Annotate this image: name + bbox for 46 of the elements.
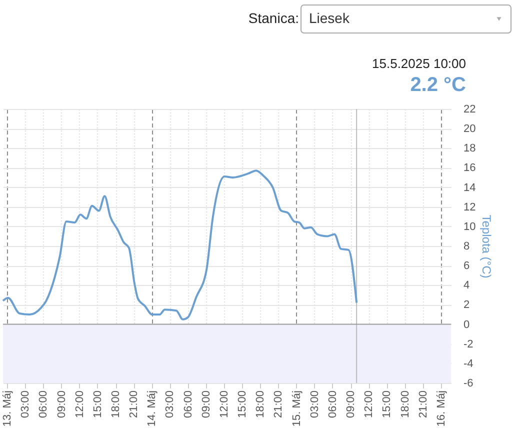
x-tick-label: 15:00	[92, 390, 104, 418]
y-tick-label: 20	[464, 123, 476, 136]
y-tick-label: 2	[464, 299, 470, 312]
x-tick-label: 15. Máj	[290, 390, 303, 427]
x-tick-label: 21:00	[272, 390, 285, 418]
x-tick-label: 12:00	[218, 390, 230, 418]
y-tick-label: 16	[464, 162, 476, 174]
y-tick-label: 10	[464, 220, 476, 233]
text: Stanica:	[248, 10, 299, 26]
x-tick-label: 09:00	[56, 390, 68, 418]
y-axis-title: Teplota (°C)	[480, 214, 494, 278]
y-tick-label: -4	[464, 358, 474, 370]
x-tick-label: 12:00	[363, 390, 376, 418]
y-tick-label: 8	[464, 240, 470, 252]
y-tick-label: 0	[464, 318, 470, 331]
text: 15.5.2025 10:00	[372, 56, 466, 71]
x-tick-label: 09:00	[345, 390, 358, 418]
x-tick-label: 03:00	[164, 390, 176, 418]
x-tick-label: 03:00	[20, 390, 32, 418]
line-series	[2, 170, 358, 320]
y-tick-label: 4	[464, 280, 470, 292]
x-tick-label: 18:00	[110, 390, 122, 418]
x-tick-label: 06:00	[182, 390, 194, 418]
x-tick-label: 15:00	[236, 390, 249, 418]
x-tick-label: 21:00	[417, 390, 430, 418]
y-tick-label: -6	[464, 378, 474, 390]
y-tick-label: 6	[464, 260, 470, 272]
x-tick-label: 14. Máj	[146, 390, 158, 427]
x-tick-label: 15:00	[381, 390, 394, 418]
y-tick-label: 12	[464, 201, 476, 214]
text: Liesek	[309, 10, 350, 26]
x-tick-label: 18:00	[399, 390, 412, 418]
x-tick-label: 18:00	[254, 390, 267, 418]
x-tick-label: 16. Máj	[435, 390, 448, 427]
y-tick-label: -2	[464, 338, 474, 350]
y-tick-label: 18	[464, 142, 476, 155]
y-tick-label: 14	[464, 182, 476, 194]
x-tick-label: 12:00	[74, 390, 86, 418]
x-tick-label: 06:00	[326, 390, 339, 418]
x-tick-label: 06:00	[38, 390, 50, 418]
x-tick-label: 09:00	[200, 390, 212, 418]
x-tick-label: 21:00	[128, 390, 140, 418]
x-tick-label: 03:00	[308, 390, 321, 418]
y-tick-label: 22	[464, 104, 476, 116]
text: 2.2 °C	[410, 74, 466, 96]
x-tick-label: 13. Máj	[2, 390, 14, 427]
